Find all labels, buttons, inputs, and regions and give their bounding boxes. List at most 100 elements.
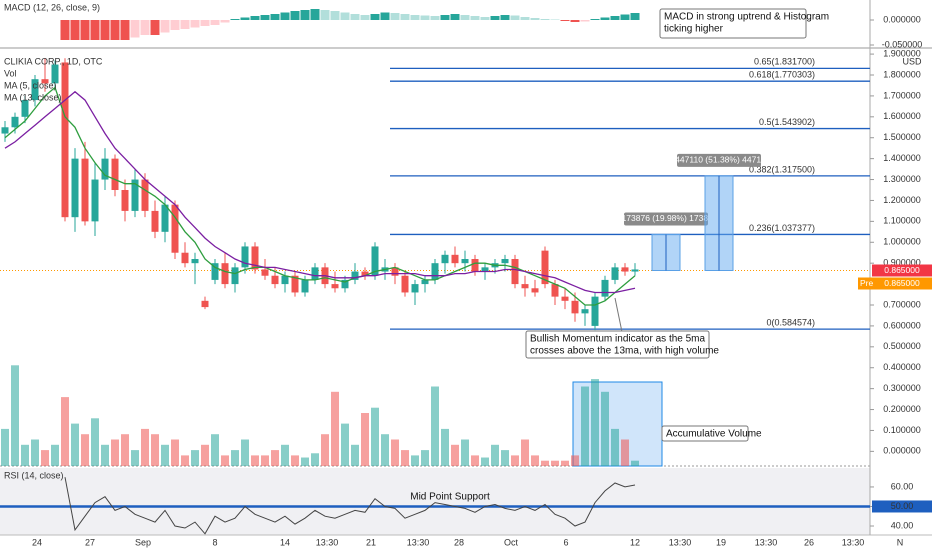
macd-bar bbox=[530, 18, 540, 20]
volume-bar bbox=[371, 407, 379, 466]
y-tick-label: 40.00 bbox=[891, 520, 914, 530]
volume-bar bbox=[221, 455, 229, 466]
candle-body bbox=[401, 275, 409, 293]
volume-bar bbox=[161, 444, 169, 466]
premarket-tag-label: Pre bbox=[860, 278, 874, 288]
volume-bar bbox=[241, 439, 249, 466]
candle-body bbox=[451, 254, 459, 264]
candle-body bbox=[411, 284, 419, 293]
y-tick-label: 1.000000 bbox=[883, 237, 921, 247]
candle-body bbox=[41, 79, 49, 84]
fib-label: 0.236(1.037377) bbox=[749, 223, 815, 233]
candle-body bbox=[161, 204, 169, 232]
x-tick-label: 27 bbox=[85, 537, 95, 547]
volume-bar bbox=[11, 365, 19, 466]
x-tick-label: 19 bbox=[716, 537, 726, 547]
candle-body bbox=[251, 246, 259, 270]
candle-body bbox=[231, 267, 239, 285]
macd-bar bbox=[610, 16, 620, 20]
candle-body bbox=[181, 252, 189, 264]
macd-annotation-box bbox=[659, 8, 807, 39]
x-tick-label: 13:30 bbox=[316, 537, 339, 547]
macd-bar bbox=[620, 14, 630, 20]
callout-pointer bbox=[614, 297, 623, 333]
volume-bar bbox=[291, 455, 299, 466]
legend-entry: MA (13, close) bbox=[4, 92, 62, 102]
volume-annotation: Accumulative Volume bbox=[666, 429, 762, 440]
volume-bar bbox=[81, 434, 89, 466]
macd-bar bbox=[150, 20, 160, 35]
volume-bar bbox=[511, 455, 519, 466]
candle-body bbox=[361, 271, 369, 276]
volume-bar bbox=[441, 428, 449, 466]
candle-body bbox=[611, 267, 619, 280]
volume-bar bbox=[331, 391, 339, 466]
volume-bar bbox=[321, 434, 329, 466]
symbol-title: CLIKIA CORP., 1D, OTC bbox=[4, 56, 103, 66]
volume-bar bbox=[141, 428, 149, 466]
candle-body bbox=[151, 210, 159, 232]
candle-body bbox=[391, 267, 399, 276]
volume-bar bbox=[381, 434, 389, 466]
volume-bar bbox=[471, 455, 479, 466]
candle-body bbox=[331, 284, 339, 289]
y-tick-label: 0.100000 bbox=[883, 425, 921, 435]
y-tick-label: 1.600000 bbox=[883, 111, 921, 121]
candle-body bbox=[281, 275, 289, 285]
y-tick-label: 1.200000 bbox=[883, 195, 921, 205]
macd-annotation: MACD in strong uptrend & Histogram bbox=[664, 12, 829, 23]
volume-bar bbox=[611, 428, 619, 466]
volume-bar bbox=[491, 444, 499, 466]
x-tick-label: 8 bbox=[212, 537, 217, 547]
moving-average bbox=[4, 90, 636, 294]
price-annotation: Bullish Momentum indicator as the 5ma bbox=[530, 334, 706, 345]
rsi-annotation: Mid Point Support bbox=[410, 492, 490, 503]
volume-bar bbox=[541, 460, 549, 466]
volume-bar bbox=[451, 444, 459, 466]
macd-bar bbox=[120, 20, 130, 40]
volume-bar bbox=[281, 444, 289, 466]
macd-bar bbox=[420, 15, 430, 20]
candle-body bbox=[101, 158, 109, 180]
rsi-title: RSI (14, close) bbox=[4, 470, 64, 480]
candle-body bbox=[561, 296, 569, 301]
y-tick-label: 1.300000 bbox=[883, 174, 921, 184]
last-price-label: 0.865000 bbox=[884, 265, 920, 275]
candle-body bbox=[441, 254, 449, 264]
volume-bar bbox=[361, 413, 369, 466]
macd-bar bbox=[330, 11, 340, 20]
x-tick-label: 13:30 bbox=[669, 537, 692, 547]
volume-bar bbox=[201, 444, 209, 466]
candle-body bbox=[351, 271, 359, 280]
candle-body bbox=[71, 158, 79, 218]
volume-bar bbox=[411, 455, 419, 466]
volume-bar bbox=[421, 450, 429, 466]
macd-bar bbox=[540, 19, 550, 20]
volume-bar bbox=[121, 434, 129, 466]
fib-label: 0(0.584574) bbox=[766, 318, 815, 328]
macd-bar bbox=[630, 13, 640, 20]
price-annotation-box bbox=[525, 330, 710, 359]
volume-bar bbox=[351, 444, 359, 466]
volume-bar bbox=[501, 450, 509, 466]
macd-bar bbox=[270, 14, 280, 20]
candle-body bbox=[61, 62, 69, 218]
fib-label: 0.65(1.831700) bbox=[754, 57, 815, 67]
y-tick-label: 0.000000 bbox=[883, 14, 921, 24]
volume-bar bbox=[311, 453, 319, 466]
volume-bar bbox=[151, 434, 159, 466]
macd-bar bbox=[390, 13, 400, 20]
volume-bar bbox=[581, 386, 589, 466]
fib-label: 0.382(1.317500) bbox=[749, 164, 815, 174]
volume-bar bbox=[41, 450, 49, 466]
fib-label: 0.618(1.770303) bbox=[749, 70, 815, 80]
macd-bar bbox=[340, 12, 350, 20]
candle-body bbox=[461, 259, 469, 264]
volume-bar bbox=[301, 457, 309, 466]
volume-title: Vol bbox=[4, 68, 17, 78]
y-tick-label: 1.900000 bbox=[883, 48, 921, 58]
x-tick-label: Oct bbox=[504, 537, 519, 547]
candle-body bbox=[501, 259, 509, 264]
macd-bar bbox=[130, 20, 140, 38]
